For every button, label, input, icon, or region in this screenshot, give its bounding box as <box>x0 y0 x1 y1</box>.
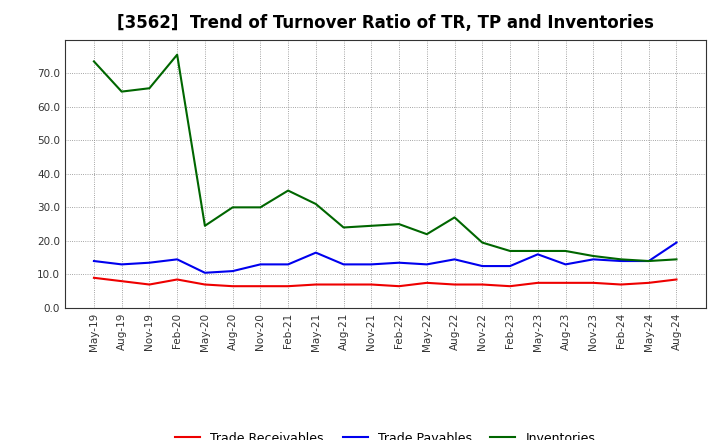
Trade Receivables <box>145 282 154 287</box>
Inventories <box>450 215 459 220</box>
Inventories <box>89 59 98 64</box>
Trade Receivables <box>367 282 376 287</box>
Trade Payables <box>672 240 681 245</box>
Trade Payables <box>505 264 514 269</box>
Inventories <box>256 205 265 210</box>
Trade Payables <box>89 258 98 264</box>
Trade Payables <box>256 262 265 267</box>
Trade Receivables <box>423 280 431 286</box>
Line: Trade Receivables: Trade Receivables <box>94 278 677 286</box>
Trade Receivables <box>395 283 403 289</box>
Trade Payables <box>423 262 431 267</box>
Trade Receivables <box>505 283 514 289</box>
Trade Payables <box>228 268 237 274</box>
Trade Payables <box>395 260 403 265</box>
Trade Receivables <box>644 280 653 286</box>
Inventories <box>644 258 653 264</box>
Inventories <box>284 188 292 193</box>
Inventories <box>505 248 514 253</box>
Trade Payables <box>145 260 154 265</box>
Trade Receivables <box>589 280 598 286</box>
Inventories <box>395 221 403 227</box>
Inventories <box>173 52 181 57</box>
Trade Receivables <box>450 282 459 287</box>
Trade Receivables <box>284 283 292 289</box>
Inventories <box>228 205 237 210</box>
Trade Receivables <box>89 275 98 280</box>
Trade Receivables <box>256 283 265 289</box>
Trade Receivables <box>117 279 126 284</box>
Trade Receivables <box>561 280 570 286</box>
Inventories <box>312 202 320 207</box>
Inventories <box>367 223 376 228</box>
Trade Receivables <box>339 282 348 287</box>
Title: [3562]  Trend of Turnover Ratio of TR, TP and Inventories: [3562] Trend of Turnover Ratio of TR, TP… <box>117 15 654 33</box>
Trade Payables <box>478 264 487 269</box>
Trade Payables <box>173 257 181 262</box>
Trade Payables <box>644 258 653 264</box>
Trade Payables <box>616 258 625 264</box>
Inventories <box>201 223 210 228</box>
Trade Receivables <box>312 282 320 287</box>
Trade Receivables <box>672 277 681 282</box>
Trade Payables <box>450 257 459 262</box>
Trade Payables <box>367 262 376 267</box>
Trade Payables <box>284 262 292 267</box>
Trade Payables <box>339 262 348 267</box>
Inventories <box>672 257 681 262</box>
Inventories <box>561 248 570 253</box>
Trade Payables <box>589 257 598 262</box>
Inventories <box>145 86 154 91</box>
Line: Trade Payables: Trade Payables <box>94 242 677 273</box>
Inventories <box>589 253 598 259</box>
Trade Receivables <box>478 282 487 287</box>
Trade Payables <box>201 270 210 275</box>
Trade Payables <box>117 262 126 267</box>
Inventories <box>117 89 126 94</box>
Trade Payables <box>561 262 570 267</box>
Trade Receivables <box>173 277 181 282</box>
Line: Inventories: Inventories <box>94 55 677 261</box>
Trade Payables <box>534 252 542 257</box>
Inventories <box>616 257 625 262</box>
Inventories <box>534 248 542 253</box>
Inventories <box>339 225 348 230</box>
Trade Receivables <box>534 280 542 286</box>
Inventories <box>478 240 487 245</box>
Inventories <box>423 231 431 237</box>
Trade Receivables <box>201 282 210 287</box>
Trade Receivables <box>228 283 237 289</box>
Legend: Trade Receivables, Trade Payables, Inventories: Trade Receivables, Trade Payables, Inven… <box>170 427 600 440</box>
Trade Payables <box>312 250 320 255</box>
Trade Receivables <box>616 282 625 287</box>
